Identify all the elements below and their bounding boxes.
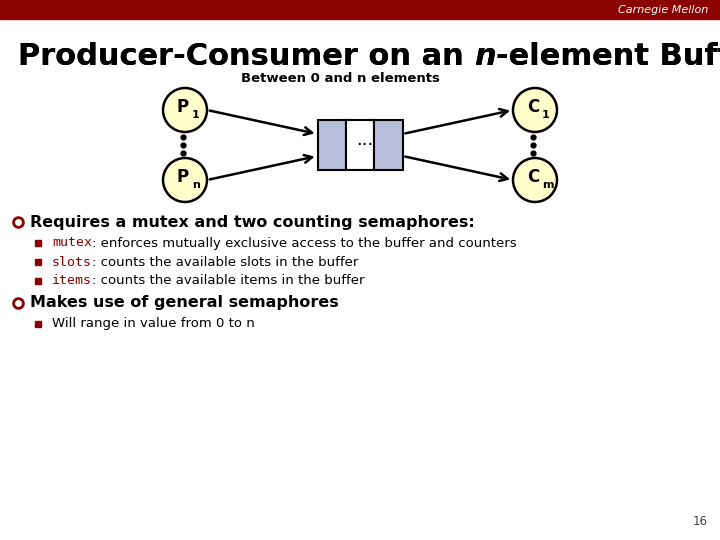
Bar — [346, 120, 374, 170]
Text: Producer-Consumer on an n-element Buffer: Producer-Consumer on an n-element Buffer — [18, 42, 720, 71]
Text: C: C — [527, 168, 539, 186]
Text: Producer-Consumer on an: Producer-Consumer on an — [18, 42, 474, 71]
Text: items: items — [52, 274, 92, 287]
Text: Makes use of general semaphores: Makes use of general semaphores — [30, 295, 338, 310]
Text: : enforces mutually exclusive access to the buffer and counters: : enforces mutually exclusive access to … — [92, 237, 517, 249]
Text: n: n — [192, 180, 200, 190]
Text: Producer-Consumer on an: Producer-Consumer on an — [18, 42, 474, 71]
Text: -element Buffer: -element Buffer — [496, 42, 720, 71]
Text: Carnegie Mellon: Carnegie Mellon — [618, 5, 708, 15]
Text: n: n — [474, 42, 496, 71]
Circle shape — [513, 158, 557, 202]
Circle shape — [163, 88, 207, 132]
Text: P: P — [177, 168, 189, 186]
Bar — [0, 25, 720, 80]
Text: Requires a mutex and two counting semaphores:: Requires a mutex and two counting semaph… — [30, 214, 474, 230]
Text: P: P — [177, 98, 189, 116]
Text: : counts the available slots in the buffer: : counts the available slots in the buff… — [92, 255, 359, 268]
Text: slots: slots — [52, 255, 92, 268]
Text: ···: ··· — [356, 136, 374, 154]
Text: : counts the available items in the buffer: : counts the available items in the buff… — [92, 274, 364, 287]
Circle shape — [513, 88, 557, 132]
Bar — [374, 120, 402, 170]
Text: -element Buffer: -element Buffer — [496, 42, 720, 71]
Circle shape — [163, 158, 207, 202]
Text: C: C — [527, 98, 539, 116]
Text: Will range in value from 0 to n: Will range in value from 0 to n — [52, 318, 255, 330]
Text: mutex: mutex — [52, 237, 92, 249]
Text: Between 0 and n elements: Between 0 and n elements — [240, 72, 439, 85]
Bar — [318, 120, 346, 170]
Text: 16: 16 — [693, 515, 708, 528]
Text: n: n — [474, 42, 496, 71]
Bar — [0, 0, 720, 19]
Text: m: m — [542, 180, 554, 190]
Text: 1: 1 — [192, 110, 199, 120]
Text: 1: 1 — [542, 110, 550, 120]
